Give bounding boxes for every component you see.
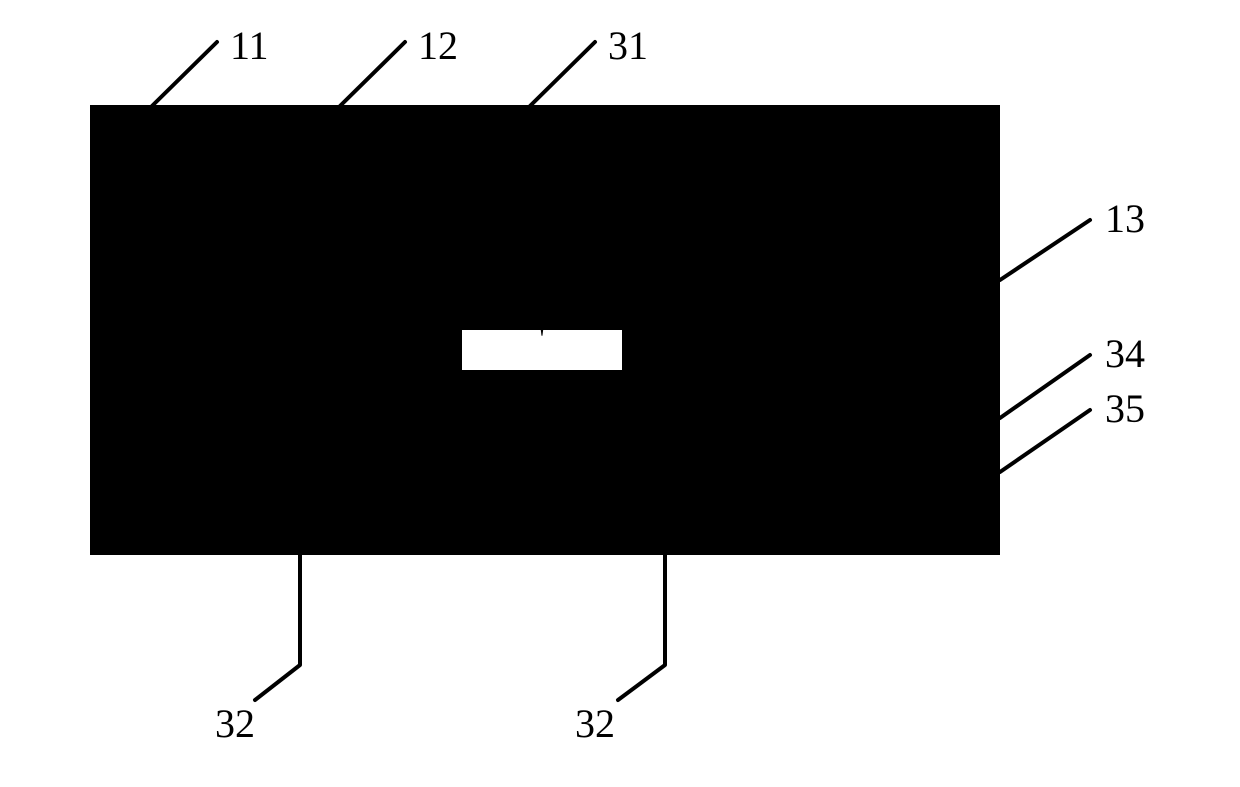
- leader-line-31: [530, 42, 595, 106]
- leader-line-34: [1000, 355, 1090, 418]
- diagram-stage: ' 11 12 31 13 34 35 32 32: [0, 0, 1240, 787]
- leader-line-12: [340, 42, 405, 106]
- callout-label-32b: 32: [575, 700, 615, 747]
- inner-white-mark: ': [462, 330, 622, 370]
- leader-line-13: [1000, 220, 1090, 280]
- leader-line-35: [1000, 410, 1090, 472]
- callout-label-35: 35: [1105, 385, 1145, 432]
- leader-line-11: [152, 42, 217, 106]
- callout-label-13: 13: [1105, 195, 1145, 242]
- callout-label-32a: 32: [215, 700, 255, 747]
- leader-line-32b: [618, 555, 665, 700]
- callout-label-12: 12: [418, 22, 458, 69]
- callout-label-11: 11: [230, 22, 269, 69]
- callout-label-31: 31: [608, 22, 648, 69]
- leader-line-32a: [255, 555, 300, 700]
- callout-label-34: 34: [1105, 330, 1145, 377]
- inner-tick-char: ': [540, 326, 545, 352]
